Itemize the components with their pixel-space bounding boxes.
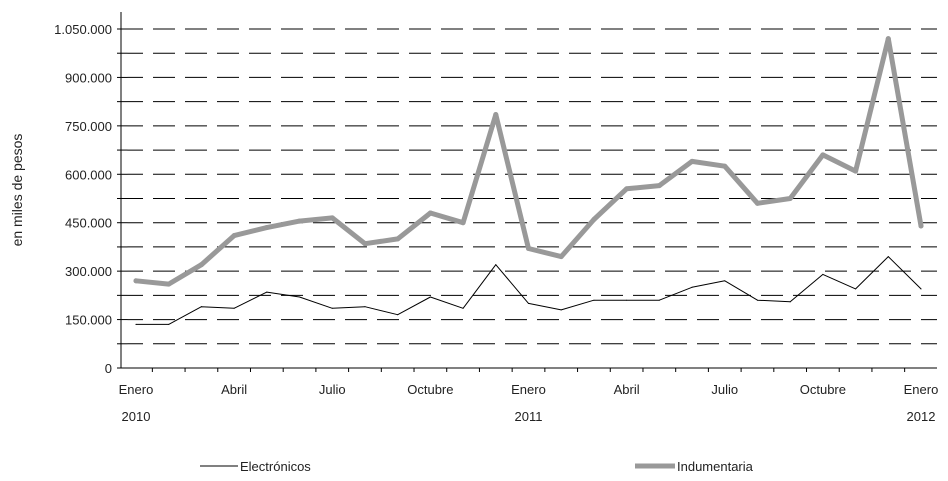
data-point xyxy=(233,307,235,309)
data-point xyxy=(626,299,628,301)
x-month-label: Abril xyxy=(221,382,247,397)
x-month-label: Octubre xyxy=(407,382,453,397)
x-year-label: 2010 xyxy=(122,409,151,424)
data-point xyxy=(427,210,433,216)
data-point xyxy=(493,112,499,118)
legend-label-electronicos: Electrónicos xyxy=(240,459,311,474)
data-point xyxy=(822,273,824,275)
data-point xyxy=(885,36,891,42)
series-line-electronicos xyxy=(135,256,922,325)
x-year-label: 2012 xyxy=(907,409,936,424)
data-point xyxy=(887,256,889,258)
data-point xyxy=(789,301,791,303)
data-point xyxy=(754,200,760,206)
y-tick-label: 450.000 xyxy=(65,216,112,231)
data-point xyxy=(689,158,695,164)
data-point xyxy=(722,163,728,169)
y-tick-label: 900.000 xyxy=(65,70,112,85)
data-point xyxy=(656,183,662,189)
data-point xyxy=(266,291,268,293)
data-point xyxy=(200,306,202,308)
x-month-label: Enero xyxy=(904,382,939,397)
y-tick-label: 600.000 xyxy=(65,167,112,182)
data-point xyxy=(560,309,562,311)
x-month-label: Enero xyxy=(511,382,546,397)
data-point xyxy=(756,299,758,301)
data-point xyxy=(495,264,497,266)
data-point xyxy=(168,323,170,325)
grid-lines xyxy=(121,28,937,345)
data-point xyxy=(591,216,597,222)
y-tick-label: 0 xyxy=(105,361,112,376)
x-month-label: Julio xyxy=(711,382,738,397)
data-point xyxy=(593,299,595,301)
x-month-label: Enero xyxy=(119,382,154,397)
data-point xyxy=(397,314,399,316)
data-point xyxy=(395,236,401,242)
data-point xyxy=(331,307,333,309)
data-point xyxy=(231,233,237,239)
x-month-label: Abril xyxy=(614,382,640,397)
data-point xyxy=(198,262,204,268)
data-point xyxy=(658,299,660,301)
legend-label-indumentaria: Indumentaria xyxy=(677,459,754,474)
legend: Electrónicos Indumentaria xyxy=(200,459,754,474)
y-tick-label: 750.000 xyxy=(65,119,112,134)
data-point xyxy=(329,215,335,221)
data-point xyxy=(460,220,466,226)
series-lines xyxy=(133,36,924,325)
data-point xyxy=(135,323,137,325)
y-tick-label: 1.050.000 xyxy=(54,22,112,37)
x-year-label: 2011 xyxy=(515,409,543,424)
data-point xyxy=(297,218,303,224)
data-point xyxy=(133,278,139,284)
x-tick-labels: Enero Abril Julio Octubre Enero Abril Julio Oct… xyxy=(119,382,939,424)
data-point xyxy=(264,225,270,231)
data-point xyxy=(166,281,172,287)
data-point xyxy=(855,288,857,290)
data-point xyxy=(853,168,859,174)
data-point xyxy=(624,186,630,192)
x-month-label: Octubre xyxy=(800,382,846,397)
data-point xyxy=(787,196,793,201)
y-tick-labels: 0 150.000 300.000 450.000 600.000 750.000 900.… xyxy=(54,22,112,376)
data-point xyxy=(299,296,301,298)
data-point xyxy=(724,280,726,282)
axes xyxy=(117,12,937,372)
data-point xyxy=(558,254,564,260)
data-point xyxy=(429,296,431,298)
y-tick-label: 150.000 xyxy=(65,313,112,328)
y-axis-label: en miles de pesos xyxy=(9,134,25,247)
data-point xyxy=(820,152,826,158)
x-month-label: Julio xyxy=(319,382,346,397)
y-tick-label: 300.000 xyxy=(65,264,112,279)
data-point xyxy=(528,302,529,304)
data-point xyxy=(691,286,693,288)
data-point xyxy=(364,306,366,308)
data-point xyxy=(920,288,922,290)
data-point xyxy=(526,246,531,252)
data-point xyxy=(462,307,464,309)
data-point xyxy=(362,241,368,247)
data-point xyxy=(918,223,924,229)
